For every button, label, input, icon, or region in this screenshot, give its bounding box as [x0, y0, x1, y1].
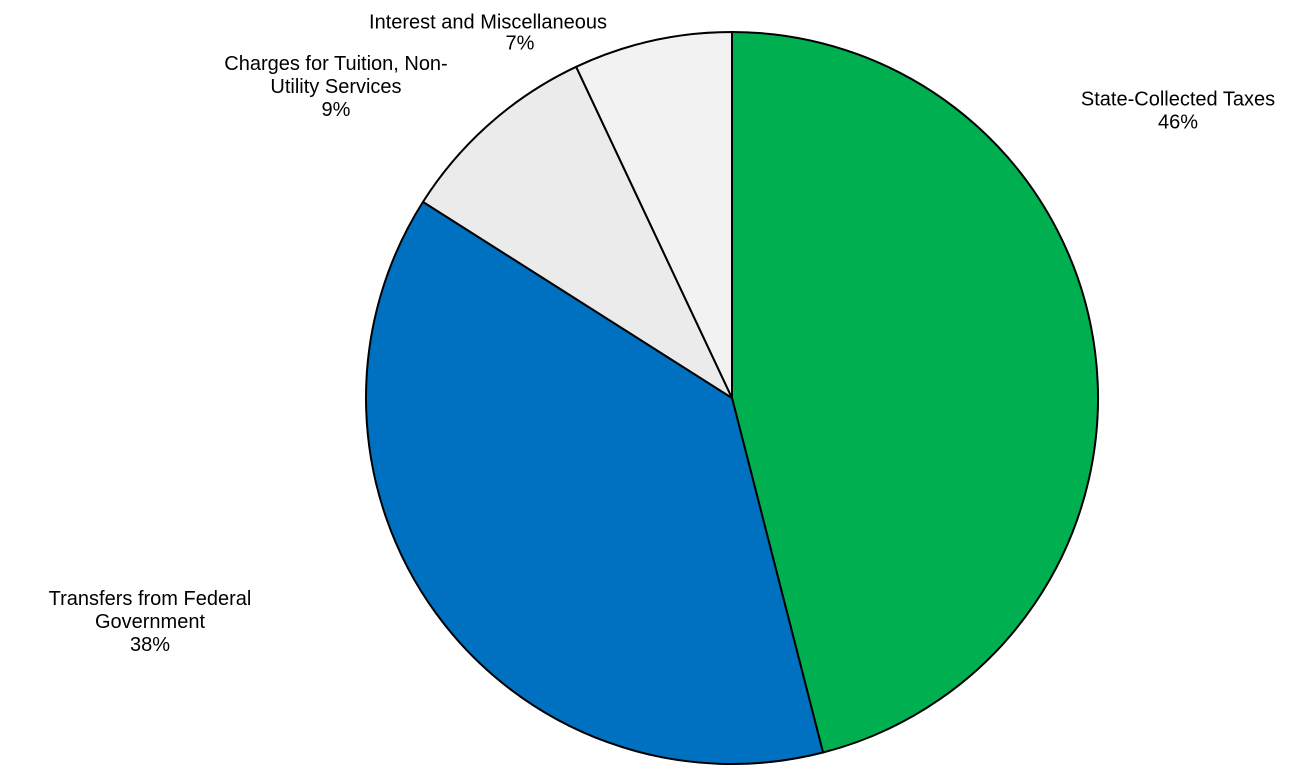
label-transfers-from-federal-government: Transfers from Federal Government 38% — [49, 588, 252, 656]
value-label-interest-and-miscellaneous: 7% — [506, 33, 535, 55]
value-label-state-collected-taxes: 46% — [1158, 112, 1198, 134]
value-label-charges-for-tuition-non-utility-services: 9% — [322, 99, 351, 121]
labels-layer: State-Collected Taxes 46% Transfers from F… — [49, 12, 1275, 657]
label-line-transfers-from-federal-government-1: Transfers from Federal — [49, 588, 252, 610]
label-line-state-collected-taxes-1: State-Collected Taxes — [1081, 89, 1275, 111]
slice-transfers-from-federal-government — [365, 200, 825, 765]
label-charges-for-tuition-non-utility-services: Charges for Tuition, Non-Utility Service… — [224, 53, 447, 121]
label-line-charges-for-tuition-non-utility-services-2: Utility Services — [270, 76, 401, 98]
label-line-interest-and-miscellaneous-1: Interest and Miscellaneous — [369, 12, 607, 34]
slice-charges-for-tuition-non-utility-services — [421, 65, 733, 399]
slice-state-collected-taxes — [731, 31, 1099, 754]
value-label-transfers-from-federal-government: 38% — [130, 634, 170, 656]
label-line-transfers-from-federal-government-2: Government — [95, 611, 205, 633]
slice-interest-and-miscellaneous — [575, 31, 733, 399]
label-line-charges-for-tuition-non-utility-services-1: Charges for Tuition, Non- — [224, 53, 447, 75]
label-state-collected-taxes: State-Collected Taxes 46% — [1081, 89, 1275, 134]
slices-layer — [365, 31, 1099, 765]
label-interest-and-miscellaneous: Interest and Miscellaneous 7% — [369, 12, 607, 55]
